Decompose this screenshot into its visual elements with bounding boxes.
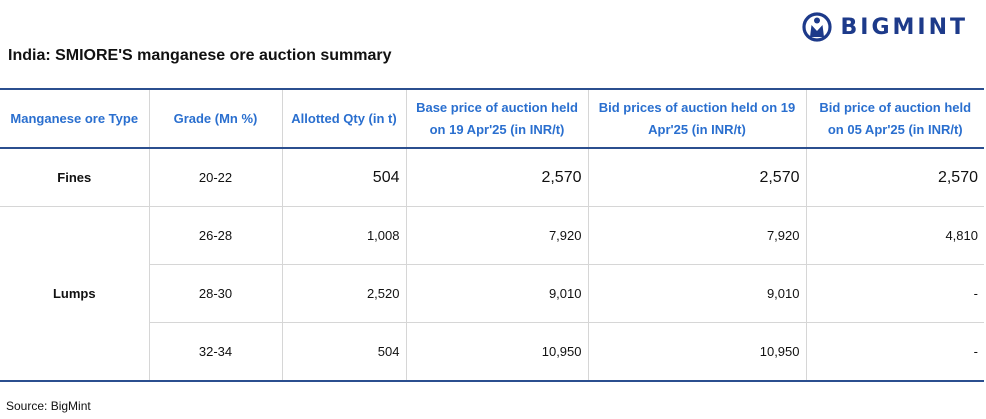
source-note: Source: BigMint (6, 399, 91, 413)
header-base-price: Base price of auction held on 19 Apr'25 … (405, 89, 588, 148)
base-price-cell: 2,570 (405, 148, 588, 207)
ore-type-cell: Lumps (0, 206, 149, 382)
header-qty: Allotted Qty (in t) (281, 89, 406, 148)
bigmint-logo-icon (802, 12, 833, 42)
qty-cell: 2,520 (281, 264, 406, 323)
brand-name: BIGMINT (840, 14, 968, 40)
table-row: Lumps 26-28 1,008 7,920 7,920 4,810 (0, 206, 984, 382)
table-header-row: Manganese ore Type Grade (Mn %) Allotted… (0, 89, 984, 148)
table-row: 32-34 504 10,950 10,950 - (0, 322, 984, 381)
bid-price-cell: 10,950 (587, 322, 806, 381)
table-row: 28-30 2,520 9,010 9,010 - (0, 264, 984, 323)
bid-price-cell: 2,570 (587, 148, 806, 207)
grade-cell: 32-34 (148, 322, 282, 381)
prev-bid-price-cell: - (805, 264, 984, 323)
table-row: Fines 20-22 504 2,570 2,570 2,570 (0, 148, 984, 207)
grade-cell: 20-22 (148, 148, 282, 207)
base-price-cell: 7,920 (405, 206, 588, 265)
prev-bid-price-cell: 4,810 (805, 206, 984, 265)
qty-cell: 504 (281, 322, 406, 381)
qty-cell: 1,008 (281, 206, 406, 265)
prev-bid-price-cell: - (805, 322, 984, 381)
header-bid-price: Bid prices of auction held on 19 Apr'25 … (587, 89, 806, 148)
ore-type-cell: Fines (57, 170, 92, 185)
brand-logo: BIGMINT (802, 12, 968, 42)
header-grade: Grade (Mn %) (148, 89, 282, 148)
header-type: Manganese ore Type (10, 110, 139, 126)
bid-price-cell: 7,920 (587, 206, 806, 265)
auction-summary-table: Manganese ore Type Grade (Mn %) Allotted… (0, 88, 984, 382)
prev-bid-price-cell: 2,570 (805, 148, 984, 207)
base-price-cell: 9,010 (405, 264, 588, 323)
base-price-cell: 10,950 (405, 322, 588, 381)
qty-cell: 504 (281, 148, 406, 207)
grade-cell: 26-28 (148, 206, 282, 265)
bid-price-cell: 9,010 (587, 264, 806, 323)
grade-cell: 28-30 (148, 264, 282, 323)
page-title: India: SMIORE'S manganese ore auction su… (8, 47, 392, 64)
header-prev-bid-price: Bid price of auction held on 05 Apr'25 (… (805, 89, 984, 148)
